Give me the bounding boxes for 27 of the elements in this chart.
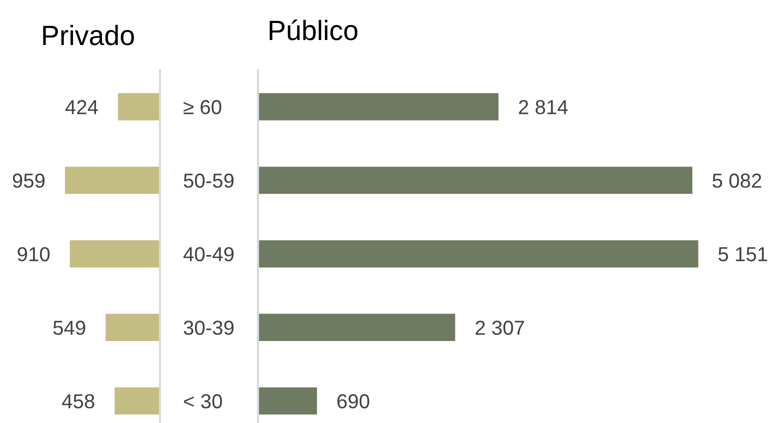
data-label: 2 307	[476, 320, 524, 335]
bar	[258, 93, 499, 120]
bar	[106, 314, 160, 341]
bar	[64, 166, 160, 194]
y-tick-label: 50-59	[184, 174, 234, 188]
bar	[258, 387, 317, 415]
chart-title: Público	[270, 20, 358, 40]
data-label: 549	[53, 320, 86, 335]
bar	[114, 387, 160, 415]
data-label: 5 082	[712, 174, 762, 188]
bar	[258, 314, 456, 341]
bar	[258, 166, 692, 194]
bar	[70, 240, 160, 268]
data-label: 2 814	[518, 100, 568, 114]
y-tick-label: < 30	[184, 394, 222, 408]
bar	[258, 240, 698, 268]
y-tick-label: 40-49	[183, 247, 234, 262]
bar	[118, 93, 160, 120]
y-tick-label: 30-39	[184, 320, 234, 335]
data-label: 910	[18, 247, 50, 262]
chart-title: Privado	[43, 24, 134, 46]
y-tick-label: ≥ 60	[184, 100, 222, 114]
data-label: 424	[65, 100, 98, 114]
data-label: 690	[337, 394, 370, 408]
data-label: 458	[62, 394, 94, 408]
data-label: 5 151	[718, 247, 768, 262]
data-label: 959	[12, 174, 45, 188]
